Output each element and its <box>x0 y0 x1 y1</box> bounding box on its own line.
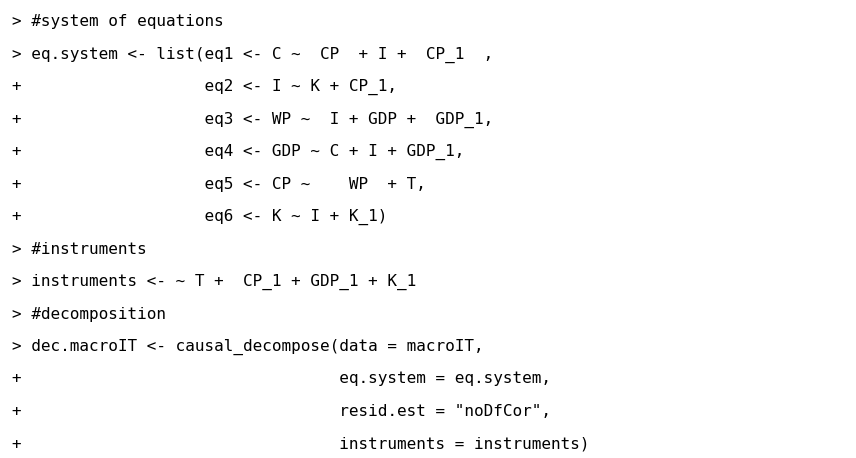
Text: +                   eq5 <- CP ~    WP  + T,: + eq5 <- CP ~ WP + T, <box>12 176 426 191</box>
Text: +                                 instruments = instruments): + instruments = instruments) <box>12 436 590 452</box>
Text: > #instruments: > #instruments <box>12 241 146 256</box>
Text: > #system of equations: > #system of equations <box>12 14 223 29</box>
Text: > #decomposition: > #decomposition <box>12 306 166 322</box>
Text: +                   eq4 <- GDP ~ C + I + GDP_1,: + eq4 <- GDP ~ C + I + GDP_1, <box>12 144 464 160</box>
Text: +                   eq3 <- WP ~  I + GDP +  GDP_1,: + eq3 <- WP ~ I + GDP + GDP_1, <box>12 111 493 128</box>
Text: +                   eq2 <- I ~ K + CP_1,: + eq2 <- I ~ K + CP_1, <box>12 79 397 95</box>
Text: > instruments <- ~ T +  CP_1 + GDP_1 + K_1: > instruments <- ~ T + CP_1 + GDP_1 + K_… <box>12 274 416 290</box>
Text: > dec.macroIT <- causal_decompose(data = macroIT,: > dec.macroIT <- causal_decompose(data =… <box>12 339 484 355</box>
Text: +                   eq6 <- K ~ I + K_1): + eq6 <- K ~ I + K_1) <box>12 209 388 225</box>
Text: > eq.system <- list(eq1 <- C ~  CP  + I +  CP_1  ,: > eq.system <- list(eq1 <- C ~ CP + I + … <box>12 47 493 63</box>
Text: +                                 resid.est = "noDfCor",: + resid.est = "noDfCor", <box>12 404 551 419</box>
Text: +                                 eq.system = eq.system,: + eq.system = eq.system, <box>12 371 551 387</box>
